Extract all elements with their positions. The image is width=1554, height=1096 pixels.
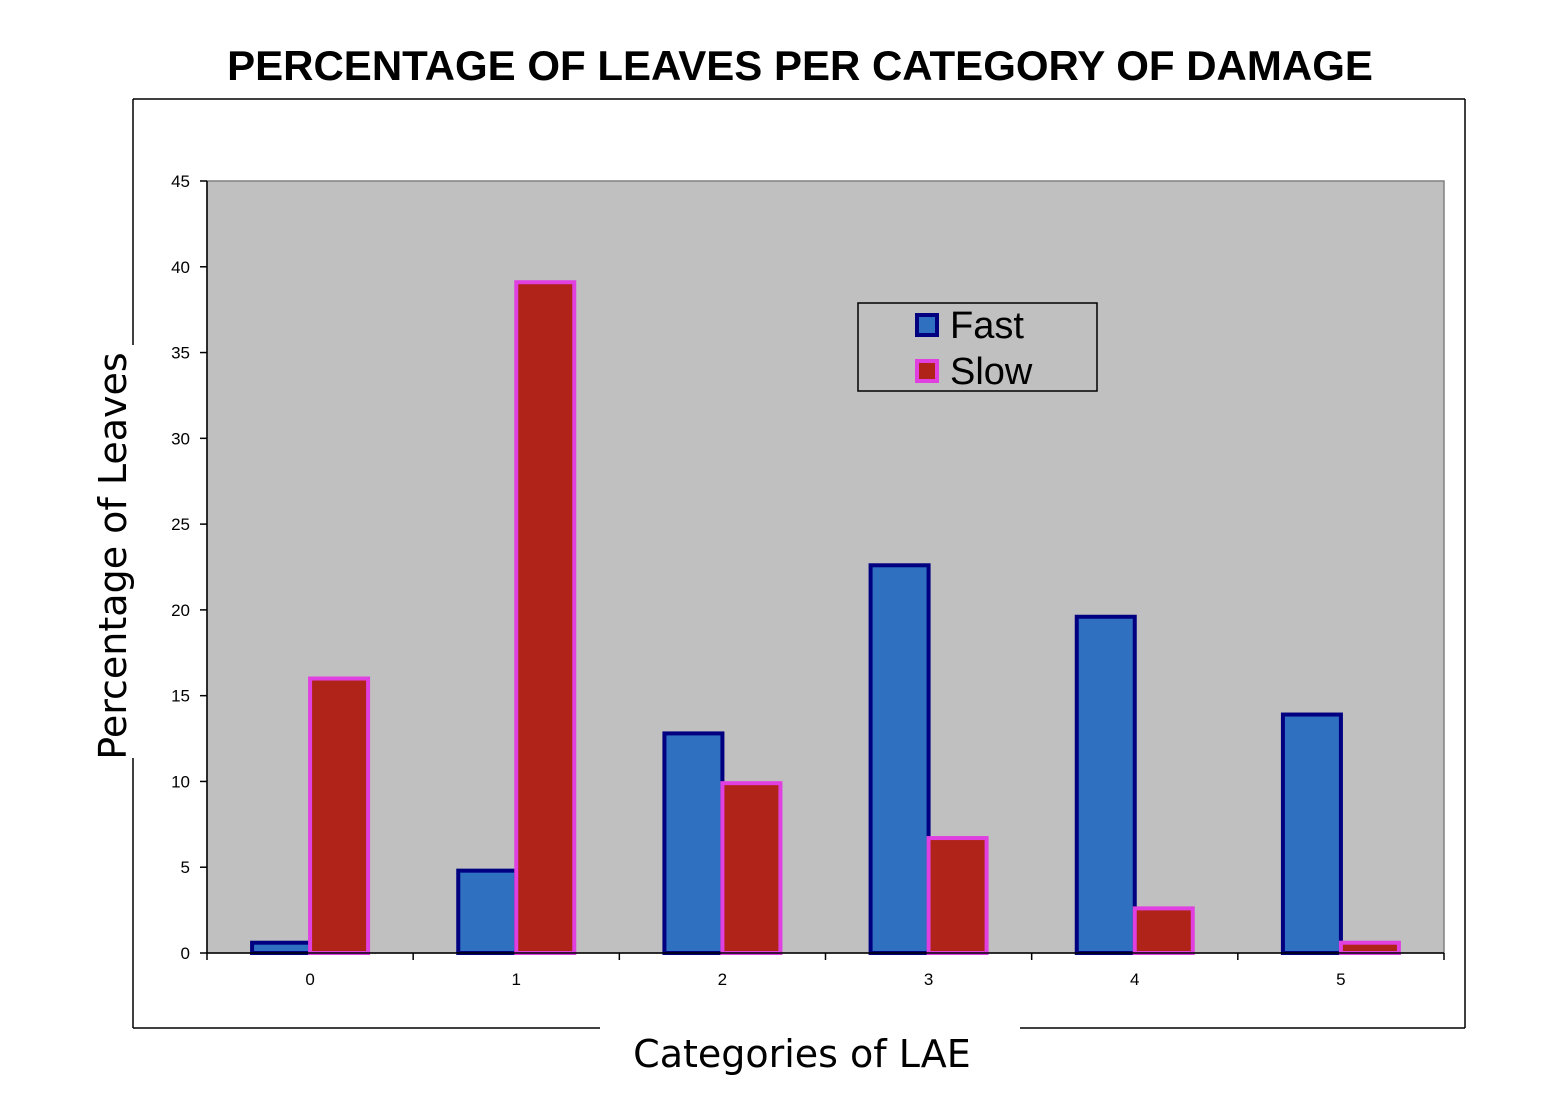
bar-fast-1 — [456, 868, 519, 955]
bar-slow-1 — [514, 280, 577, 955]
x-tick-label: 0 — [305, 970, 314, 989]
bar-fast-3 — [868, 563, 931, 955]
y-tick-label: 15 — [171, 687, 190, 706]
y-tick-label: 20 — [171, 601, 190, 620]
legend-label-slow: Slow — [950, 351, 1033, 393]
bar-slow-3 — [926, 836, 989, 956]
y-tick-label: 30 — [171, 429, 190, 448]
legend-label-fast: Fast — [950, 305, 1024, 347]
bar-fast-2 — [662, 731, 725, 955]
y-tick-label: 25 — [171, 515, 190, 534]
x-axis-label: Categories of LAE — [633, 1032, 971, 1076]
legend-box — [857, 302, 1098, 392]
x-tick-label: 4 — [1130, 970, 1139, 989]
bar-slow-0 — [308, 676, 371, 955]
x-tick-label: 1 — [512, 970, 521, 989]
chart-title: PERCENTAGE OF LEAVES PER CATEGORY OF DAM… — [227, 42, 1373, 89]
plot-area — [206, 180, 1445, 954]
bars — [250, 280, 1401, 956]
y-tick-label: 45 — [171, 172, 190, 191]
chart-frame — [132, 98, 1466, 1029]
y-tick-label: 35 — [171, 344, 190, 363]
x-tick-label: 5 — [1336, 970, 1345, 989]
y-tick-label: 40 — [171, 258, 190, 277]
bar-slow-4 — [1132, 906, 1195, 956]
y-axis-ticks: 0 5 10 15 20 25 30 35 40 45 — [171, 172, 207, 963]
bar-slow-2 — [720, 781, 783, 955]
legend-swatch-slow — [915, 359, 939, 383]
legend-swatch-fast — [915, 313, 939, 337]
y-tick-label: 10 — [171, 772, 190, 791]
bar-slow-5 — [1338, 940, 1401, 955]
x-tick-label: 2 — [718, 970, 727, 989]
bar-fast-5 — [1280, 712, 1343, 955]
x-tick-label: 3 — [924, 970, 933, 989]
x-axis-ticks: 0 1 2 3 4 5 — [206, 953, 1445, 989]
y-tick-label: 0 — [181, 944, 190, 963]
y-axis-label: Percentage of Leaves — [91, 352, 135, 759]
y-tick-label: 5 — [181, 858, 190, 877]
bar-fast-0 — [250, 940, 313, 955]
bar-fast-4 — [1074, 614, 1137, 955]
